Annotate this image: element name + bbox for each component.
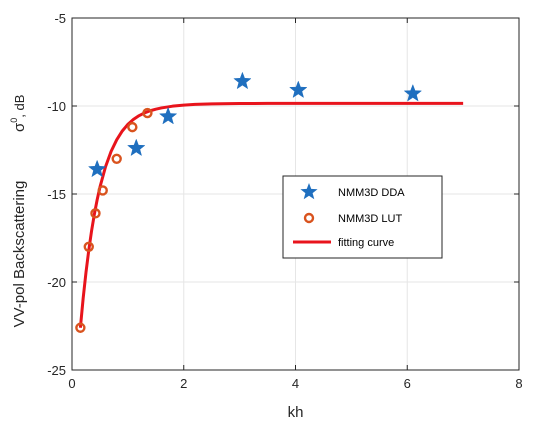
y-axis-label: VV-pol Backscattering (11, 181, 28, 328)
lut-point (75, 322, 86, 333)
y-tick-label: -25 (47, 363, 66, 378)
y-tick-label: -5 (54, 11, 66, 26)
lut-point (97, 185, 108, 196)
x-tick-label: 2 (180, 376, 187, 391)
x-tick-label: 8 (515, 376, 522, 391)
y-tick-label: -20 (47, 275, 66, 290)
lut-point (111, 153, 122, 165)
lut-point (83, 241, 94, 253)
legend-star-marker (300, 183, 318, 200)
y-axis-label-superscript: 0 (9, 118, 19, 123)
legend-items: NMM3D DDA NMM3D LUT fitting curve (293, 183, 405, 249)
legend-entry-label: NMM3D DDA (338, 187, 405, 199)
x-tick-label: 0 (68, 376, 75, 391)
dda-point (233, 71, 252, 90)
y-axis-label-sigma: σ (11, 122, 28, 132)
x-axis-label: kh (288, 404, 304, 421)
y-tick-label: -15 (47, 187, 66, 202)
legend-entry-label: fitting curve (338, 237, 394, 249)
x-tick-label: 6 (404, 376, 411, 391)
y-axis-label-group: VV-pol Backscattering σ0, dB (9, 95, 28, 328)
dda-point (158, 106, 178, 125)
dda-point (289, 80, 308, 99)
dda-point (87, 159, 107, 178)
legend-circle-marker (303, 212, 315, 224)
x-tick-label: 4 (292, 376, 299, 391)
y-axis-label-text: VV-pol Backscattering (11, 181, 28, 328)
fitting-curve-line (78, 101, 464, 328)
legend: NMM3D DDA NMM3D LUT fitting curve (282, 175, 443, 259)
dda-point (127, 138, 146, 157)
y-tick-label: -10 (47, 99, 66, 114)
lut-point (90, 208, 101, 219)
series-layer (75, 71, 464, 333)
tick-labels: 0 2 4 6 8 -25 -20 -15 -10 -5 (47, 11, 522, 391)
dda-point (403, 83, 423, 102)
y-axis-label-symbol: σ0, dB (9, 95, 28, 132)
lut-point (142, 107, 153, 119)
y-axis-label-unit: , dB (12, 95, 27, 118)
legend-entry-label: NMM3D LUT (338, 213, 402, 225)
lut-point (127, 121, 138, 133)
ticks (71, 17, 520, 371)
